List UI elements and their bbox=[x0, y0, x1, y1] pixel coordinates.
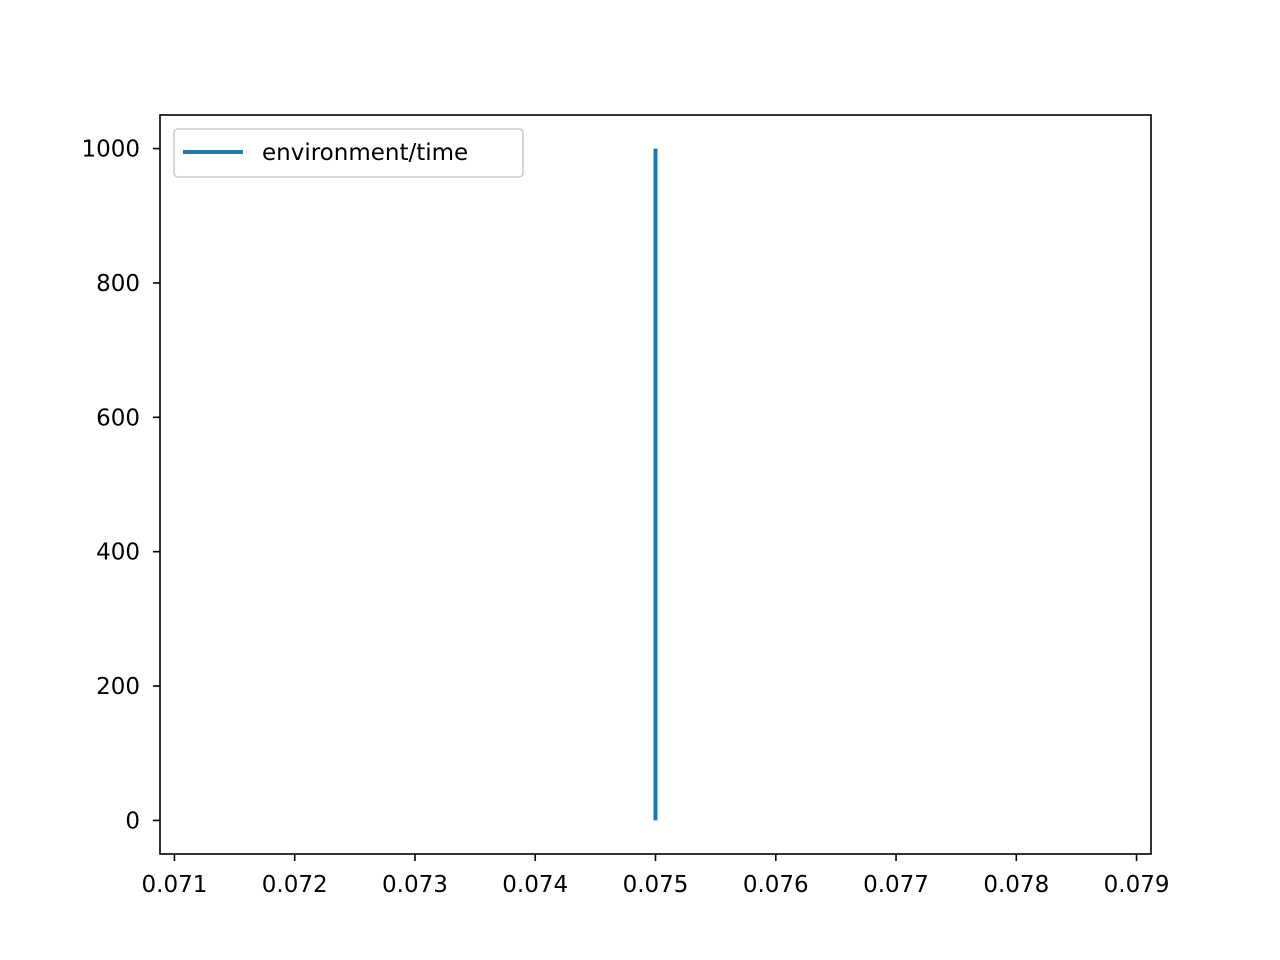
legend: environment/time bbox=[173, 128, 524, 178]
x-axis: 0.071 0.072 0.073 0.074 0.075 0.076 0.077 0.078… bbox=[142, 854, 1170, 898]
y-tick-label: 1000 bbox=[81, 137, 140, 163]
x-tick-label: 0.078 bbox=[983, 872, 1049, 898]
x-tick-label: 0.079 bbox=[1104, 872, 1170, 898]
y-tick-label: 600 bbox=[96, 405, 140, 431]
y-axis: 0 200 400 600 800 1000 bbox=[81, 137, 160, 834]
legend-label: environment/time bbox=[262, 140, 468, 166]
x-tick-label: 0.072 bbox=[262, 872, 328, 898]
y-tick-label: 0 bbox=[125, 808, 140, 834]
x-tick-label: 0.074 bbox=[502, 872, 568, 898]
y-tick-label: 800 bbox=[96, 271, 140, 297]
y-tick-label: 200 bbox=[96, 674, 140, 700]
x-tick-label: 0.071 bbox=[142, 872, 208, 898]
legend-box bbox=[173, 128, 524, 178]
x-tick-label: 0.073 bbox=[382, 872, 448, 898]
x-tick-label: 0.077 bbox=[863, 872, 929, 898]
y-tick-label: 400 bbox=[96, 540, 140, 566]
x-tick-label: 0.075 bbox=[623, 872, 689, 898]
x-tick-label: 0.076 bbox=[743, 872, 809, 898]
